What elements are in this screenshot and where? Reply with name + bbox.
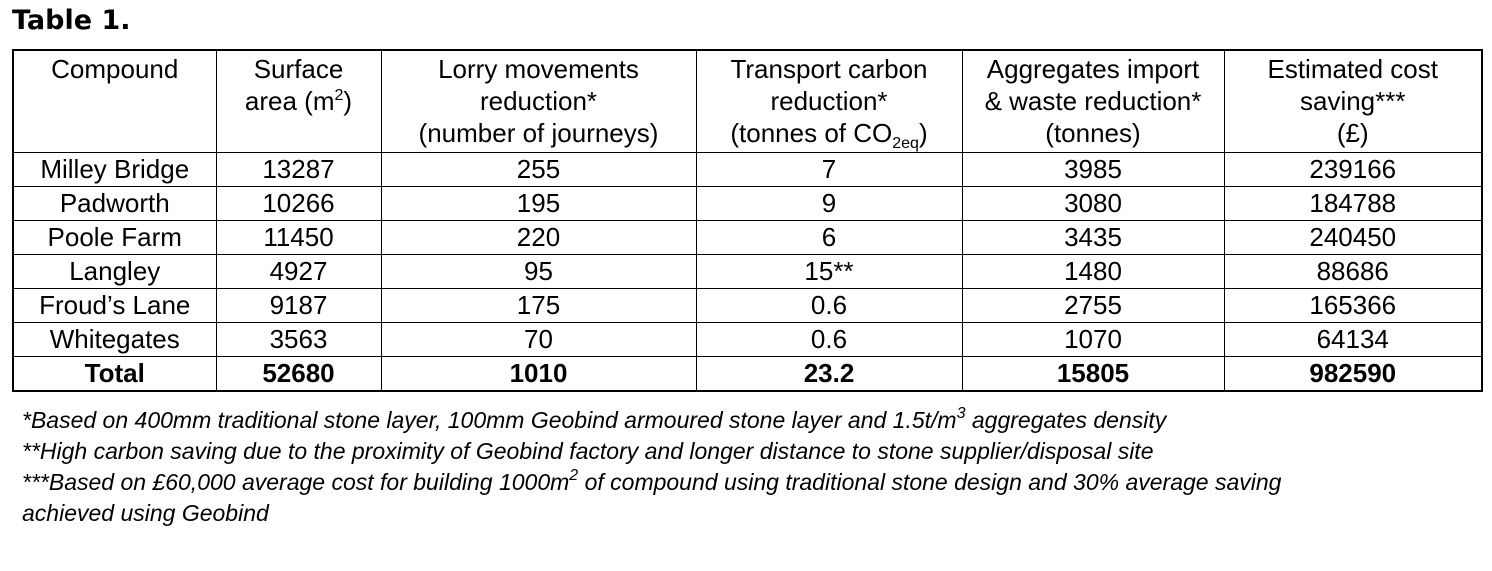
total-cost: 982590 [1223,355,1483,392]
cell-compound: Poole Farm [12,219,217,255]
cell-surface-area: 3563 [215,321,382,357]
total-lorry: 1010 [380,355,697,392]
header-cost: Estimated cost saving*** (£) [1223,49,1483,153]
cell-cost: 88686 [1223,253,1483,289]
cell-compound: Milley Bridge [12,151,217,187]
cell-carbon: 15** [695,253,963,289]
footnote-1-sup: 3 [956,405,966,422]
cell-surface-area: 10266 [215,185,382,221]
header-surface-area-line2: area (m2) [221,85,377,117]
header-surface-area-line1: Surface [253,54,344,84]
cell-surface-area: 4927 [215,253,382,289]
header-carbon-line2: reduction* [770,86,888,116]
header-cost-line3: (£) [1336,118,1369,148]
cell-lorry: 95 [380,253,697,289]
cell-compound: Langley [12,253,217,289]
header-surface-area-sup: 2 [334,87,344,104]
table-row: Padworth 10266 195 9 3080 184788 [12,185,1483,221]
cell-carbon: 0.6 [695,321,963,357]
footnote-3: ***Based on £60,000 average cost for bui… [22,467,1482,498]
cell-aggregates: 3080 [961,185,1225,221]
header-aggregates-line2: & waste reduction* [984,86,1202,116]
header-aggregates-line1: Aggregates import [986,54,1200,84]
cell-surface-area: 11450 [215,219,382,255]
header-lorry-line1: Lorry movements [438,54,639,84]
header-cost-line2: saving*** [1299,86,1406,116]
header-carbon-sub: 2eq [892,135,919,152]
header-row: Compound Surface area (m2) Lorry movemen… [12,49,1483,153]
cell-compound: Padworth [12,185,217,221]
header-surface-area: Surface area (m2) [215,49,382,153]
table-row: Langley 4927 95 15** 1480 88686 [12,253,1483,289]
header-compound-label: Compound [51,54,179,84]
table-row: Milley Bridge 13287 255 7 3985 239166 [12,151,1483,187]
table-row: Froud’s Lane 9187 175 0.6 2755 165366 [12,287,1483,323]
header-carbon-close: ) [918,118,928,148]
header-lorry-line2: reduction* [479,86,598,116]
total-surface-area: 52680 [215,355,382,392]
total-row: Total 52680 1010 23.2 15805 982590 [12,355,1483,392]
table-footnotes: *Based on 400mm traditional stone layer,… [22,405,1482,529]
table-caption: Table 1. [12,5,131,36]
header-carbon-unit: (tonnes of CO [730,118,893,148]
header-carbon-line3: (tonnes of CO2eq) [701,117,958,152]
header-lorry-line3: (number of journeys) [418,118,659,148]
cell-cost: 239166 [1223,151,1483,187]
cell-surface-area: 13287 [215,151,382,187]
header-compound: Compound [12,49,217,153]
cell-cost: 240450 [1223,219,1483,255]
cell-compound: Whitegates [12,321,217,357]
footnote-1: *Based on 400mm traditional stone layer,… [22,405,1482,436]
cell-lorry: 70 [380,321,697,357]
cell-carbon: 6 [695,219,963,255]
total-label: Total [12,355,217,392]
cell-carbon: 7 [695,151,963,187]
cell-lorry: 175 [380,287,697,323]
cell-lorry: 255 [380,151,697,187]
cell-aggregates: 1070 [961,321,1225,357]
cell-aggregates: 3435 [961,219,1225,255]
footnote-1-text: *Based on 400mm traditional stone layer,… [22,407,957,433]
cell-cost: 64134 [1223,321,1483,357]
table-row: Poole Farm 11450 220 6 3435 240450 [12,219,1483,255]
header-aggregates: Aggregates import & waste reduction* (to… [961,49,1225,153]
cell-cost: 165366 [1223,287,1483,323]
footnote-3-text: ***Based on £60,000 average cost for bui… [22,469,570,495]
footnote-3-continued: achieved using Geobind [22,500,269,526]
header-aggregates-line3: (tonnes) [1045,118,1141,148]
cell-lorry: 195 [380,185,697,221]
cell-aggregates: 3985 [961,151,1225,187]
total-carbon: 23.2 [695,355,963,392]
compound-savings-table: Compound Surface area (m2) Lorry movemen… [12,49,1483,392]
cell-aggregates: 1480 [961,253,1225,289]
cell-aggregates: 2755 [961,287,1225,323]
cell-carbon: 9 [695,185,963,221]
cell-lorry: 220 [380,219,697,255]
header-lorry: Lorry movements reduction* (number of jo… [380,49,697,153]
footnote-1-tail: aggregates density [965,407,1167,433]
cell-surface-area: 9187 [215,287,382,323]
header-carbon-line1: Transport carbon [730,54,928,84]
total-aggregates: 15805 [961,355,1225,392]
footnote-2: **High carbon saving due to the proximit… [22,438,1154,464]
header-surface-area-unit: area (m [244,86,335,116]
cell-carbon: 0.6 [695,287,963,323]
header-surface-area-close: ) [343,86,353,116]
footnote-3-tail: of compound using traditional stone desi… [578,469,1282,495]
cell-compound: Froud’s Lane [12,287,217,323]
footnote-3-sup: 2 [569,467,579,484]
cell-cost: 184788 [1223,185,1483,221]
table-row: Whitegates 3563 70 0.6 1070 64134 [12,321,1483,357]
header-carbon: Transport carbon reduction* (tonnes of C… [695,49,963,153]
header-cost-line1: Estimated cost [1267,54,1438,84]
